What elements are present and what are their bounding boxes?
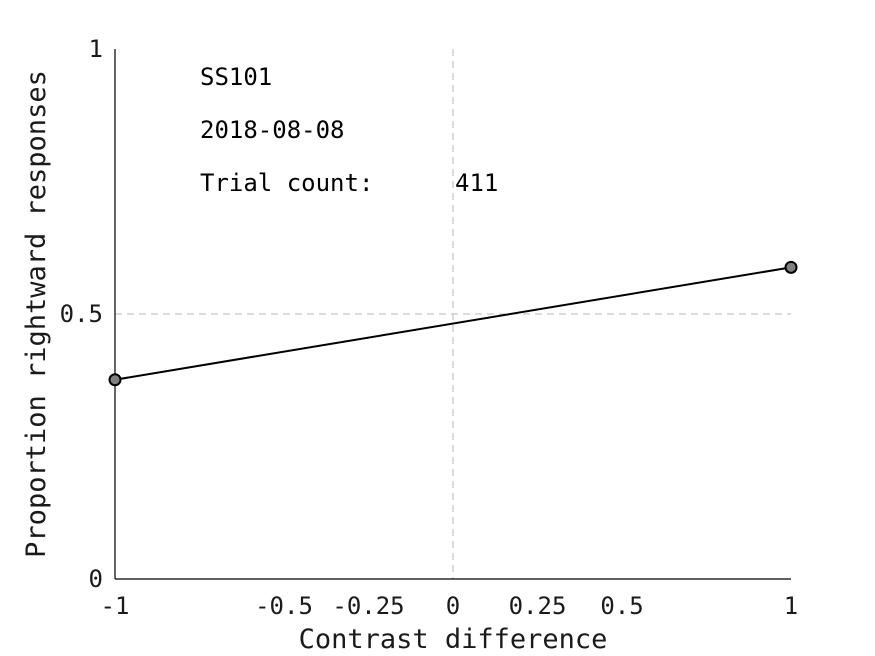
- y-tick-label: 0: [89, 565, 103, 593]
- y-tick-label: 1: [89, 35, 103, 63]
- x-tick-label: 0.25: [509, 592, 567, 620]
- x-axis-label: Contrast difference: [299, 624, 608, 655]
- y-axis-label: Proportion rightward responses: [21, 70, 52, 558]
- x-tick-label: 0.5: [600, 592, 643, 620]
- annotation-date: 2018-08-08: [200, 116, 345, 144]
- x-tick-label: -0.25: [332, 592, 404, 620]
- series-layer: [108, 260, 798, 387]
- y-tick-label: 0.5: [60, 300, 103, 328]
- axes: [114, 49, 791, 580]
- x-tick-label: 1: [784, 592, 798, 620]
- x-tick-label: -1: [101, 592, 130, 620]
- series-line: [114, 266, 792, 381]
- data-point: [108, 373, 122, 387]
- annotation-subject: SS101: [200, 63, 272, 91]
- x-tick-label: -0.5: [255, 592, 313, 620]
- reference-lines: [115, 49, 791, 579]
- x-tick-labels: -1 -0.5 -0.25 0 0.25 0.5 1: [101, 592, 799, 620]
- annotation-trial-count-value: 411: [455, 169, 498, 197]
- annotation-trial-count-label: Trial count:: [200, 169, 373, 197]
- x-tick-label: 0: [446, 592, 460, 620]
- data-point: [784, 260, 798, 274]
- y-tick-labels: 00.51: [60, 35, 103, 593]
